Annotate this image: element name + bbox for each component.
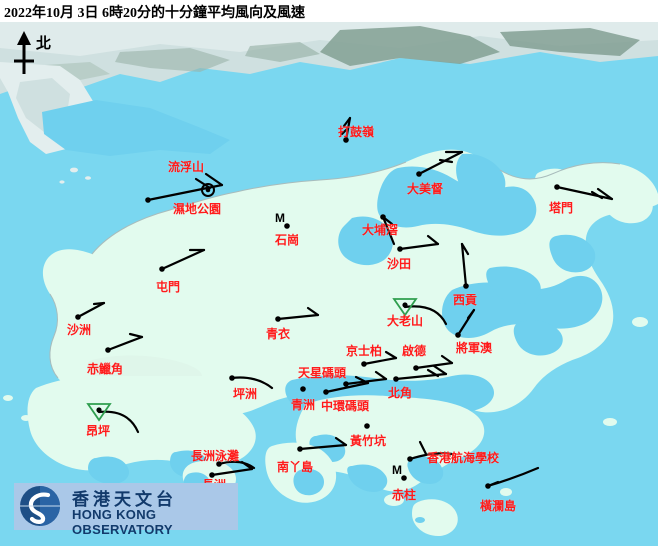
- station-label[interactable]: 天星碼頭: [297, 366, 347, 380]
- station-label[interactable]: 濕地公園: [172, 202, 222, 216]
- station-label[interactable]: 沙田: [386, 257, 412, 271]
- station-label[interactable]: 橫瀾島: [479, 499, 517, 513]
- hko-logo: 香港天文台 HONG KONG OBSERVATORY: [14, 483, 238, 537]
- station-label[interactable]: 青洲: [290, 398, 316, 412]
- north-arrow-icon: 北: [8, 28, 64, 78]
- hko-badge-icon: [18, 485, 62, 528]
- page-title: 2022年10月 3日 6時20分的十分鐘平均風向及風速: [4, 6, 305, 21]
- missing-wind-marker: M: [275, 211, 285, 225]
- station-label[interactable]: 流浮山: [167, 160, 205, 174]
- map-graphics: [0, 22, 658, 546]
- station-label[interactable]: 中環碼頭: [320, 399, 370, 413]
- station-label[interactable]: 石崗: [274, 233, 300, 247]
- station-label[interactable]: 坪洲: [232, 387, 258, 401]
- station-markers: [75, 137, 560, 489]
- station-label[interactable]: 將軍澳: [455, 341, 493, 355]
- missing-wind-marker: M: [392, 463, 402, 477]
- station-label[interactable]: 塔門: [548, 201, 574, 215]
- station-label[interactable]: 昂坪: [85, 424, 111, 438]
- station-label[interactable]: 赤鱲角: [86, 362, 124, 376]
- station-label[interactable]: 黃竹坑: [349, 434, 387, 448]
- station-label[interactable]: 啟德: [401, 344, 427, 358]
- station-label[interactable]: 青衣: [265, 327, 291, 341]
- station-label[interactable]: 赤柱: [391, 488, 417, 502]
- station-label[interactable]: 南丫島: [276, 460, 314, 474]
- station-label[interactable]: 打鼓嶺: [337, 125, 375, 139]
- station-label[interactable]: 香港航海學校: [426, 451, 500, 465]
- station-label[interactable]: 屯門: [155, 280, 181, 294]
- station-label[interactable]: 沙洲: [66, 323, 92, 337]
- map-canvas[interactable]: 北 打鼓嶺流浮山濕地公園 M 石崗 大美督塔門大埔滘沙田西貢大老山 屯門沙洲赤鱲角坪洲昂…: [0, 22, 658, 546]
- station-label[interactable]: 大埔滘: [361, 223, 399, 237]
- hko-name-zh: 香港天文台: [72, 490, 177, 509]
- north-label: 北: [36, 36, 52, 52]
- station-label[interactable]: 大美督: [406, 182, 444, 196]
- station-label[interactable]: 長洲泳灘: [190, 449, 240, 463]
- title-bar: 2022年10月 3日 6時20分的十分鐘平均風向及風速: [0, 0, 658, 22]
- station-label[interactable]: 京士柏: [345, 344, 383, 358]
- station-label[interactable]: 西貢: [452, 293, 478, 307]
- station-label[interactable]: 北角: [387, 386, 413, 400]
- station-label[interactable]: 大老山: [386, 314, 424, 328]
- hko-name-en: HONG KONG OBSERVATORY: [72, 507, 173, 537]
